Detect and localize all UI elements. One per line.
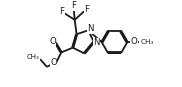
- Text: O: O: [131, 37, 138, 46]
- Text: O: O: [49, 37, 56, 46]
- Text: N: N: [87, 24, 94, 33]
- Text: N: N: [93, 38, 100, 47]
- Text: CH₃: CH₃: [141, 39, 154, 45]
- Text: O: O: [50, 58, 57, 67]
- Text: CH₃: CH₃: [27, 54, 40, 60]
- Text: F: F: [59, 7, 64, 16]
- Text: F: F: [71, 1, 76, 10]
- Text: F: F: [84, 5, 90, 14]
